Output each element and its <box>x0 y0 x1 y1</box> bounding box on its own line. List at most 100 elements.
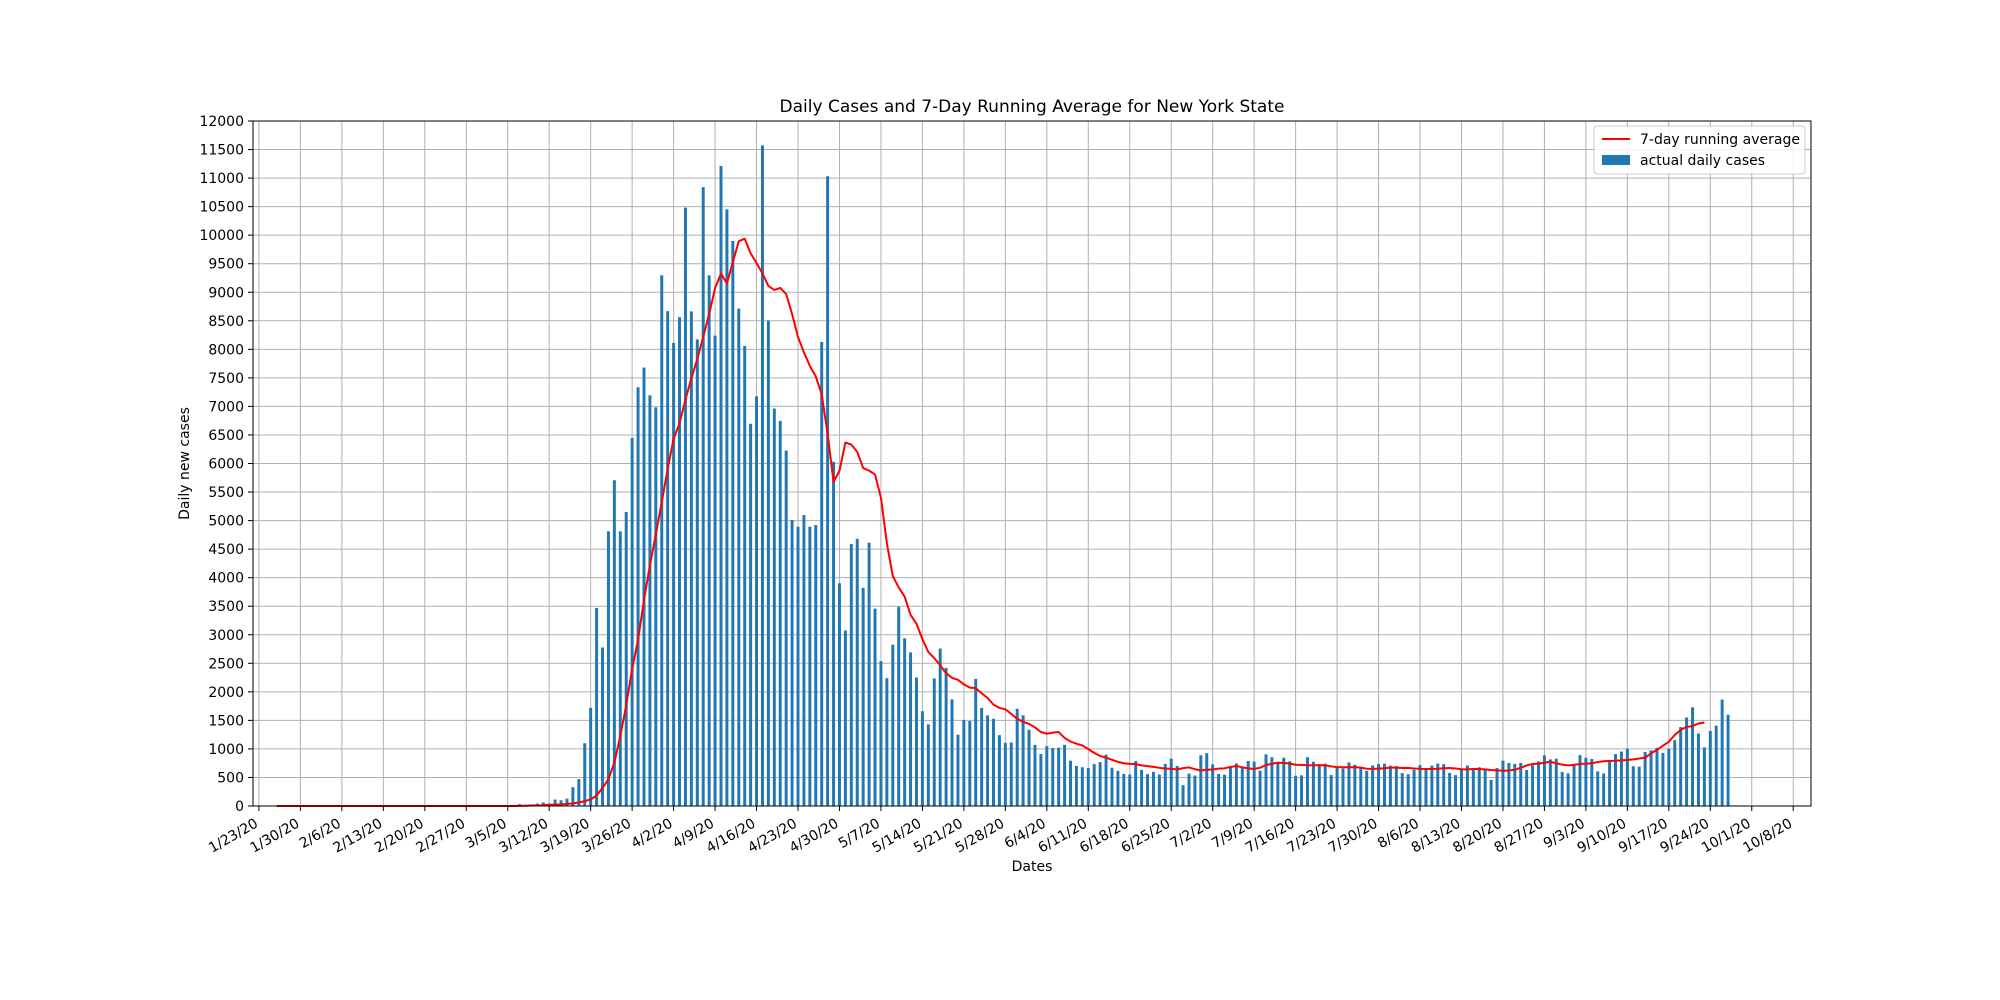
daily-case-bar <box>1353 764 1357 806</box>
daily-case-bar <box>1708 730 1712 806</box>
daily-case-bar <box>612 480 616 806</box>
daily-case-bar <box>689 311 693 806</box>
daily-case-bar <box>1519 762 1523 806</box>
daily-case-bar <box>1063 744 1067 806</box>
daily-case-bar <box>1418 765 1422 806</box>
y-tick-label: 6000 <box>208 457 244 473</box>
chart-title: Daily Cases and 7-Day Running Average fo… <box>780 97 1285 117</box>
legend-bar-swatch <box>1602 155 1630 165</box>
daily-case-bar <box>992 718 995 806</box>
daily-case-bar <box>1442 764 1446 806</box>
daily-case-bar <box>1086 768 1090 806</box>
daily-case-bar <box>1584 757 1588 806</box>
daily-case-bar <box>1460 768 1463 806</box>
daily-case-bar <box>944 667 948 806</box>
daily-case-bar <box>1015 708 1019 806</box>
daily-case-bar <box>648 395 652 806</box>
daily-case-bar <box>843 630 847 806</box>
daily-case-bar <box>873 608 877 806</box>
daily-case-bar <box>790 519 794 806</box>
daily-case-bar <box>1720 699 1724 806</box>
daily-case-bar <box>666 311 670 806</box>
daily-case-bar <box>1495 768 1499 806</box>
daily-case-bar <box>1365 770 1369 806</box>
daily-case-bar <box>861 587 865 806</box>
y-tick-label: 9500 <box>208 257 244 273</box>
daily-case-bar <box>1477 767 1481 806</box>
y-tick-label: 10000 <box>199 228 244 244</box>
daily-case-bar <box>915 677 918 806</box>
daily-case-bar <box>1400 773 1404 806</box>
daily-case-bar <box>1009 742 1013 806</box>
daily-case-bar <box>713 335 717 806</box>
daily-case-bar <box>1685 717 1689 806</box>
daily-case-bar <box>1371 765 1375 806</box>
daily-case-bar <box>1608 761 1612 806</box>
daily-case-bar <box>595 607 599 806</box>
y-tick-label: 4000 <box>208 571 244 587</box>
daily-case-bar <box>968 721 972 806</box>
daily-case-bar <box>1057 747 1061 806</box>
daily-case-bar <box>1228 766 1232 806</box>
daily-case-bar <box>1619 751 1623 806</box>
y-tick-label: 1500 <box>208 713 244 729</box>
y-tick-label: 12000 <box>199 114 244 130</box>
daily-case-bar <box>808 526 812 806</box>
daily-case-bar <box>1335 767 1339 806</box>
daily-case-bar <box>1021 715 1025 806</box>
daily-case-bar <box>1157 774 1161 806</box>
daily-case-bar <box>589 707 593 806</box>
daily-case-bar <box>1134 761 1138 806</box>
daily-case-bar <box>1074 765 1078 806</box>
daily-case-bar <box>950 699 954 806</box>
x-axis-label: Dates <box>1012 859 1053 875</box>
daily-case-bar <box>737 308 741 806</box>
daily-case-bar <box>1614 754 1617 806</box>
daily-case-bar <box>1252 761 1256 806</box>
daily-case-bar <box>1051 748 1055 806</box>
daily-case-bar <box>1465 765 1469 806</box>
daily-case-bar <box>1311 761 1315 806</box>
daily-case-bar <box>855 538 859 806</box>
daily-case-bar <box>642 367 646 806</box>
daily-case-bar <box>1637 766 1641 806</box>
daily-case-bar <box>636 387 640 806</box>
daily-case-bar <box>1696 733 1700 806</box>
daily-case-bar <box>1175 765 1179 806</box>
y-tick-label: 500 <box>217 770 244 786</box>
daily-cases-bars <box>482 145 1730 807</box>
daily-case-bar <box>583 743 587 806</box>
y-tick-label: 2500 <box>208 656 244 672</box>
daily-case-bar <box>1625 748 1629 806</box>
daily-case-bar <box>672 342 676 806</box>
daily-case-bar <box>1412 769 1416 806</box>
daily-case-bar <box>1572 763 1576 806</box>
legend-label-running-average: 7-day running average <box>1640 132 1800 148</box>
daily-case-bar <box>1691 707 1695 806</box>
daily-case-bar <box>1092 764 1096 806</box>
y-tick-label: 1000 <box>208 742 244 758</box>
daily-case-bar <box>926 724 930 806</box>
daily-case-bar <box>1578 755 1582 806</box>
daily-case-bar <box>1140 769 1144 806</box>
daily-case-bar <box>565 798 569 806</box>
daily-case-bar <box>1205 753 1209 806</box>
daily-case-bar <box>1104 754 1108 806</box>
daily-case-bar <box>1223 774 1227 806</box>
daily-case-bar <box>1080 767 1084 806</box>
daily-case-bar <box>577 779 581 806</box>
daily-case-bar <box>660 275 664 807</box>
daily-case-bar <box>1181 785 1185 806</box>
daily-case-bar <box>1116 770 1120 806</box>
daily-case-bar <box>1069 760 1072 806</box>
daily-case-bar <box>962 720 966 806</box>
daily-case-bar <box>1483 769 1487 806</box>
daily-case-bar <box>1602 773 1606 806</box>
daily-case-bar <box>1702 747 1706 806</box>
daily-case-bar <box>986 715 990 806</box>
daily-case-bar <box>1448 772 1452 806</box>
y-tick-label: 3000 <box>208 628 244 644</box>
daily-case-bar <box>1300 775 1304 806</box>
daily-case-bar <box>1649 750 1653 806</box>
